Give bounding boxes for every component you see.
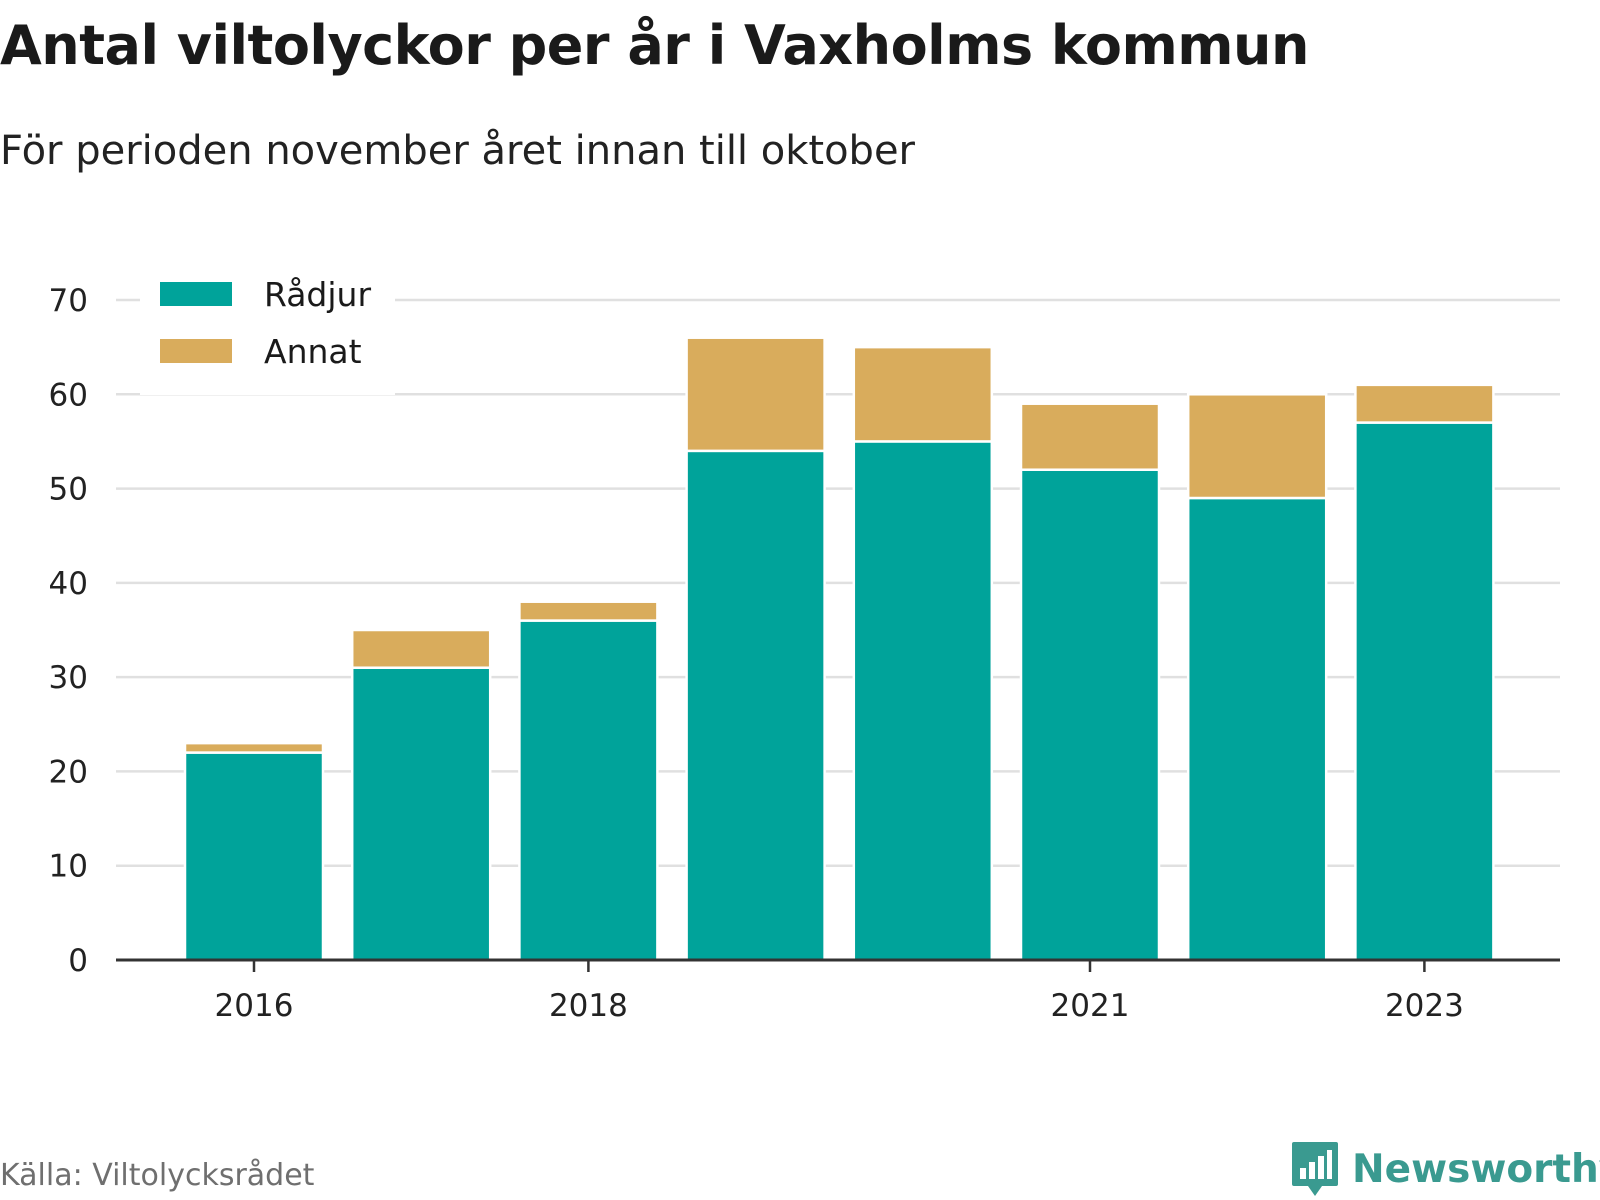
y-tick-label: 50 bbox=[49, 472, 88, 508]
bar-segment-radjur-2016 bbox=[183, 751, 325, 962]
y-axis-ticks: 0 10 20 30 40 50 60 70 bbox=[49, 283, 88, 979]
bar-segment-annat-2023 bbox=[1354, 383, 1495, 424]
bar-segment-annat-2020 bbox=[852, 345, 994, 443]
brand-name: Newsworthy bbox=[1352, 1146, 1600, 1192]
y-tick-label: 30 bbox=[49, 660, 88, 696]
y-tick-label: 10 bbox=[49, 849, 88, 885]
bar-segment-annat-2016 bbox=[183, 741, 325, 754]
bar-segment-annat-2019 bbox=[685, 336, 826, 453]
legend-label-annat: Annat bbox=[264, 332, 362, 371]
x-axis: 2016 2018 2021 2023 bbox=[116, 958, 1560, 1024]
x-tick-label: 2021 bbox=[1051, 988, 1130, 1024]
bar-segment-annat-2017 bbox=[350, 628, 492, 669]
bar-segment-radjur-2020 bbox=[852, 440, 994, 962]
brand-logo: Newsworthy bbox=[1290, 1140, 1600, 1198]
chart-subtitle: För perioden november året innan till ok… bbox=[0, 128, 915, 174]
bar-segment-radjur-2018 bbox=[518, 619, 659, 962]
y-tick-label: 60 bbox=[49, 377, 88, 413]
bar-segment-radjur-2022 bbox=[1186, 496, 1328, 962]
x-tick-label: 2016 bbox=[215, 988, 294, 1024]
x-tick-label: 2023 bbox=[1385, 988, 1464, 1024]
bar-segment-radjur-2021 bbox=[1019, 468, 1161, 962]
source-note: Källa: Viltolycksrådet bbox=[0, 1158, 315, 1193]
bars bbox=[183, 336, 1495, 962]
bar-segment-radjur-2017 bbox=[350, 666, 492, 962]
legend-swatch-annat bbox=[160, 339, 232, 363]
y-tick-label: 20 bbox=[49, 754, 88, 790]
legend-label-radjur: Rådjur bbox=[264, 275, 371, 314]
y-tick-label: 0 bbox=[68, 943, 88, 979]
bar-segment-annat-2018 bbox=[518, 600, 659, 622]
chart-title: Antal viltolyckor per år i Vaxholms komm… bbox=[0, 14, 1309, 77]
bar-chart-speech-bubble-icon bbox=[1292, 1142, 1338, 1196]
bar-segment-radjur-2023 bbox=[1354, 421, 1495, 962]
bar-segment-radjur-2019 bbox=[685, 449, 826, 962]
x-tick-label: 2018 bbox=[549, 988, 628, 1024]
legend: Rådjur Annat bbox=[140, 270, 395, 395]
bar-segment-annat-2022 bbox=[1186, 393, 1328, 500]
legend-swatch-radjur bbox=[160, 282, 232, 306]
bar-segment-annat-2021 bbox=[1019, 402, 1161, 471]
y-tick-label: 70 bbox=[49, 283, 88, 319]
y-tick-label: 40 bbox=[49, 566, 88, 602]
